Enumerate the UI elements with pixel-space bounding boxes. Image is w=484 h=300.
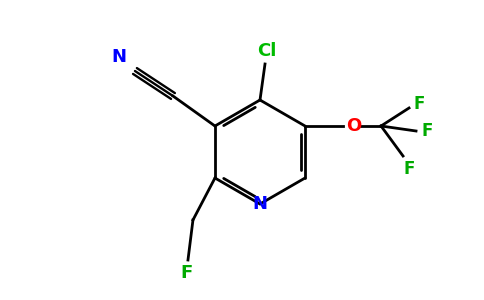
Text: N: N bbox=[253, 195, 268, 213]
Text: F: F bbox=[181, 264, 193, 282]
Text: F: F bbox=[413, 95, 425, 113]
Text: N: N bbox=[111, 48, 126, 66]
Text: Cl: Cl bbox=[257, 42, 277, 60]
Text: F: F bbox=[422, 122, 433, 140]
Text: F: F bbox=[403, 160, 415, 178]
Text: O: O bbox=[347, 117, 362, 135]
